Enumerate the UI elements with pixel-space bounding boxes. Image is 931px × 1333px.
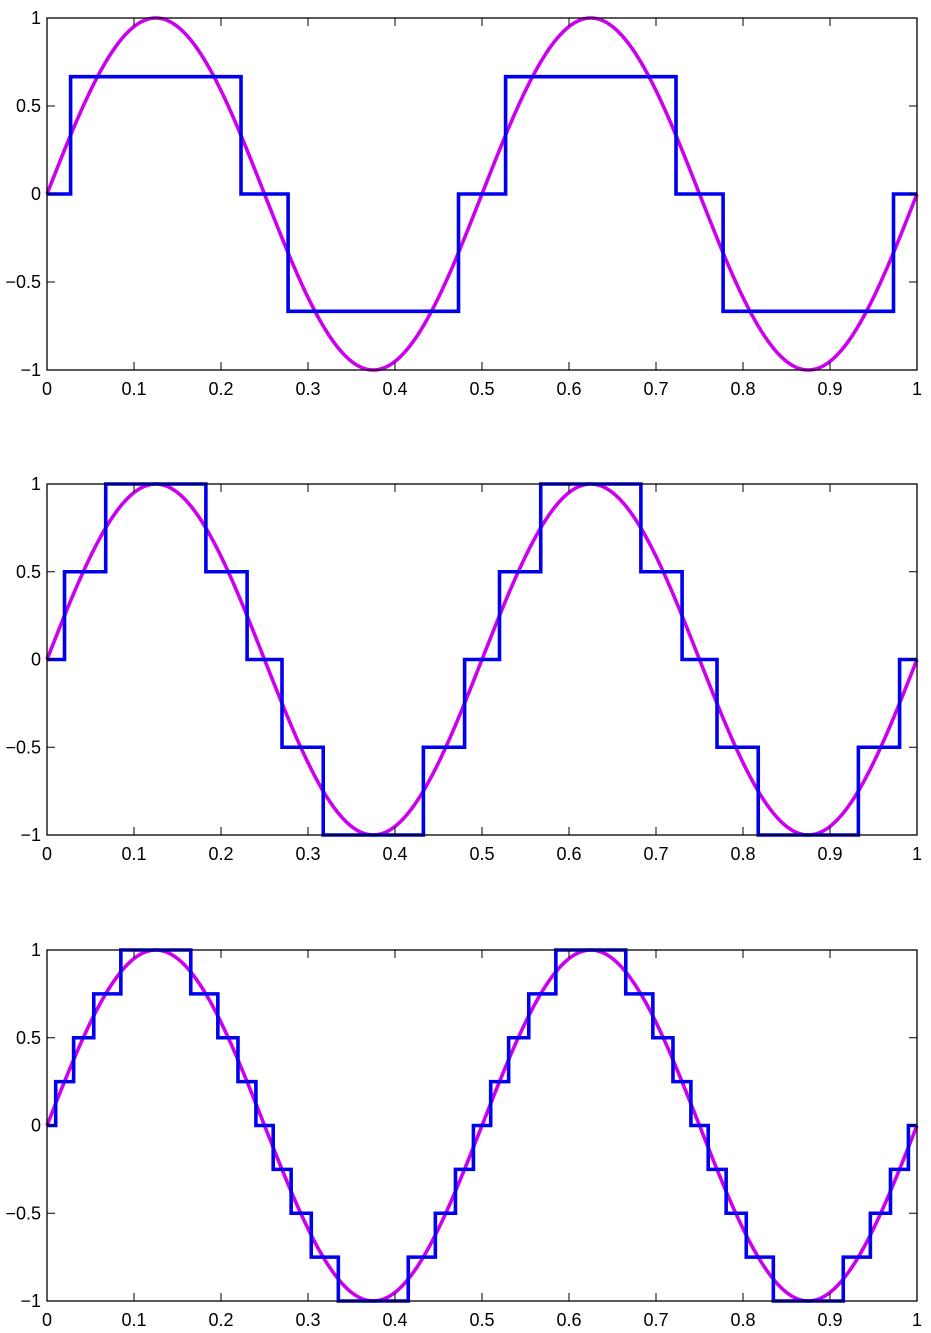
x-tick-label: 0.5 [469, 379, 494, 399]
x-tick-label: 0.9 [817, 1310, 842, 1330]
y-tick-label: 0.5 [16, 562, 41, 582]
x-tick-label: 0 [42, 1310, 52, 1330]
y-tick-label: −1 [20, 825, 41, 845]
y-tick-label: −0.5 [5, 737, 41, 757]
quantized-step-line [47, 74, 917, 314]
y-tick-label: −1 [20, 360, 41, 380]
x-tick-label: 0.2 [208, 844, 233, 864]
x-tick-label: 0.6 [556, 379, 581, 399]
y-tick-label: 0 [31, 650, 41, 670]
y-tick-label: 1 [31, 474, 41, 494]
x-tick-label: 0.7 [643, 844, 668, 864]
x-tick-label: 0.5 [469, 844, 494, 864]
x-tick-label: 0.2 [208, 1310, 233, 1330]
x-tick-label: 0.4 [382, 1310, 407, 1330]
x-tick-label: 0.6 [556, 844, 581, 864]
y-tick-label: 0.5 [16, 96, 41, 116]
x-tick-label: 0.3 [295, 379, 320, 399]
y-tick-label: −0.5 [5, 272, 41, 292]
x-tick-label: 0 [42, 844, 52, 864]
x-tick-label: 0.6 [556, 1310, 581, 1330]
subplot-2: 0 0.1 0.2 0.3 0.4 0.5 0.6 0.7 0.8 0.9 1 −1 −0.5 0 0.5 1 [5, 474, 922, 864]
subplot-3: 0 0.1 0.2 0.3 0.4 0.5 0.6 0.7 0.8 0.9 1 −1 −0.5 0 0.5 1 [5, 940, 922, 1330]
x-tick-label: 1 [912, 379, 922, 399]
x-tick-label: 1 [912, 844, 922, 864]
x-tick-label: 0.5 [469, 1310, 494, 1330]
y-tick-label: 0 [31, 1116, 41, 1136]
x-tick-label: 0.9 [817, 844, 842, 864]
quantized-step-line [47, 948, 917, 1303]
x-tick-label: 0.1 [121, 379, 146, 399]
x-tick-label: 0.8 [730, 1310, 755, 1330]
y-tick-label: 1 [31, 940, 41, 960]
quantized-step-line [47, 482, 917, 837]
x-tick-label: 0 [42, 379, 52, 399]
x-tick-label: 1 [912, 1310, 922, 1330]
x-tick-label: 0.3 [295, 844, 320, 864]
subplot-1: 0 0.1 0.2 0.3 0.4 0.5 0.6 0.7 0.8 0.9 1 −1 −0.5 0 0.5 1 [5, 8, 922, 399]
y-tick-label: 1 [31, 8, 41, 28]
y-tick-label: −0.5 [5, 1203, 41, 1223]
x-tick-label: 0.1 [121, 844, 146, 864]
y-tick-label: −1 [20, 1291, 41, 1311]
x-tick-label: 0.3 [295, 1310, 320, 1330]
x-tick-label: 0.8 [730, 379, 755, 399]
x-tick-label: 0.7 [643, 1310, 668, 1330]
y-tick-label: 0 [31, 184, 41, 204]
x-tick-label: 0.4 [382, 844, 407, 864]
x-tick-label: 0.4 [382, 379, 407, 399]
x-tick-label: 0.7 [643, 379, 668, 399]
x-tick-label: 0.9 [817, 379, 842, 399]
x-tick-label: 0.1 [121, 1310, 146, 1330]
y-tick-label: 0.5 [16, 1028, 41, 1048]
x-tick-label: 0.8 [730, 844, 755, 864]
x-tick-label: 0.2 [208, 379, 233, 399]
